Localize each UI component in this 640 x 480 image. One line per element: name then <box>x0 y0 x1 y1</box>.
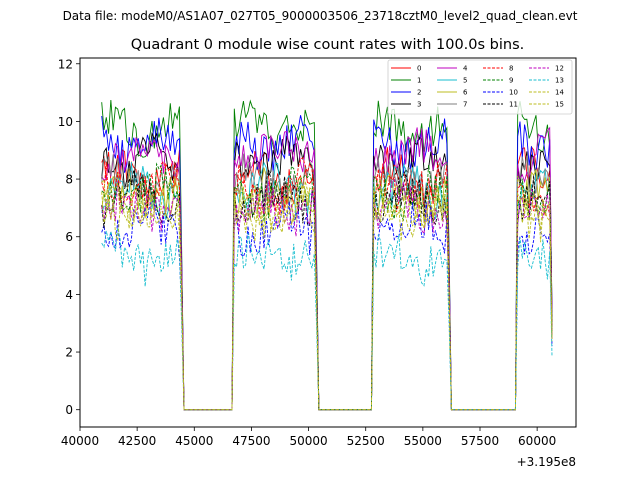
legend-label-11: 11 <box>509 101 518 109</box>
legend-label-6: 6 <box>463 89 468 97</box>
x-offset-label: +3.195e8 <box>517 455 576 469</box>
chart-title: Quadrant 0 module wise count rates with … <box>131 37 525 53</box>
y-axis: 0 2 4 6 8 10 12 <box>58 57 80 417</box>
legend-label-8: 8 <box>509 65 513 73</box>
legend-label-14: 14 <box>555 89 564 97</box>
series-line-14 <box>101 175 553 411</box>
legend-frame <box>387 59 573 115</box>
x-axis: 40000 42500 45000 47500 50000 52500 55000 57500… <box>61 427 556 448</box>
x-tick-label: 50000 <box>289 434 327 448</box>
x-tick-label: 40000 <box>61 434 99 448</box>
legend-label-10: 10 <box>509 89 518 97</box>
y-tick-label: 10 <box>58 115 73 129</box>
legend-label-15: 15 <box>555 101 564 109</box>
legend-label-3: 3 <box>417 101 421 109</box>
x-tick-label: 42500 <box>118 434 156 448</box>
x-tick-label: 47500 <box>232 434 270 448</box>
legend-label-12: 12 <box>555 65 564 73</box>
y-tick-label: 12 <box>58 57 73 71</box>
legend-label-2: 2 <box>417 89 421 97</box>
x-tick-label: 60000 <box>518 434 556 448</box>
y-tick-label: 0 <box>65 403 73 417</box>
legend-label-9: 9 <box>509 77 513 85</box>
legend-label-0: 0 <box>417 65 421 73</box>
x-tick-label: 55000 <box>404 434 442 448</box>
y-tick-label: 4 <box>65 288 73 302</box>
series-layer <box>101 99 553 411</box>
legend-label-1: 1 <box>417 77 421 85</box>
data-file-header: Data file: modeM0/AS1A07_027T05_90000035… <box>63 9 578 23</box>
y-tick-label: 2 <box>65 346 73 360</box>
legend-label-5: 5 <box>463 77 467 85</box>
y-tick-label: 6 <box>65 230 73 244</box>
x-tick-label: 52500 <box>347 434 385 448</box>
legend-label-4: 4 <box>463 65 468 73</box>
legend-label-7: 7 <box>463 101 467 109</box>
x-tick-label: 45000 <box>175 434 213 448</box>
legend-label-13: 13 <box>555 77 564 85</box>
plot-frame <box>79 57 577 428</box>
x-tick-label: 57500 <box>461 434 499 448</box>
y-tick-label: 8 <box>65 173 73 187</box>
